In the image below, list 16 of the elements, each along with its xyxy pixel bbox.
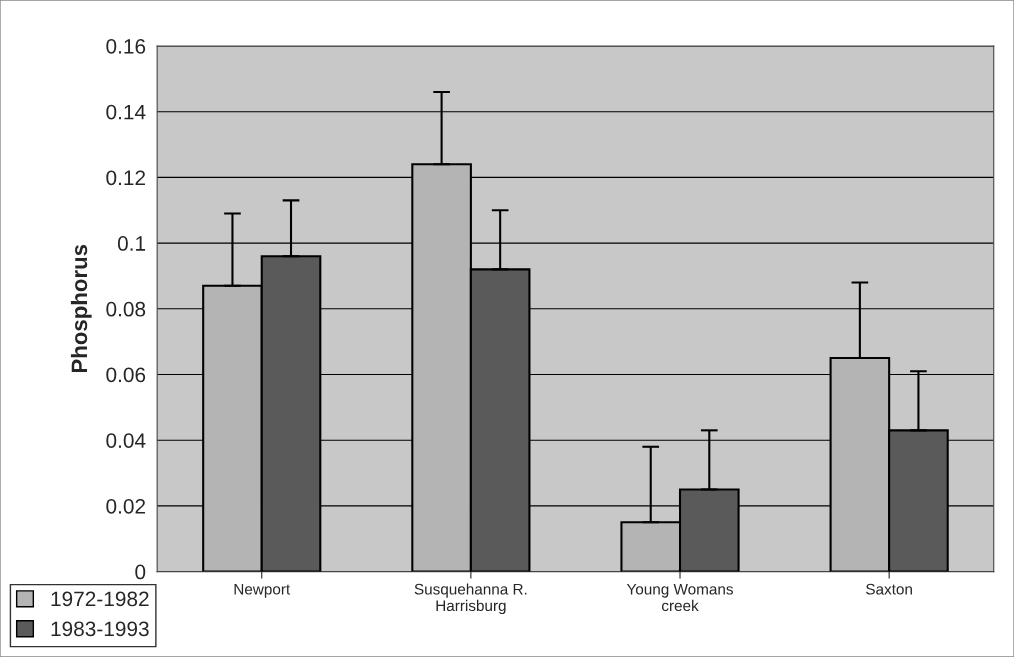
y-tick-label: 0.02: [106, 498, 146, 514]
x-tick-label: Newport: [234, 583, 291, 598]
y-axis-title: Phosphorus: [70, 244, 92, 373]
y-tick-label: 0.16: [106, 38, 146, 54]
y-tick-label: 0.08: [106, 301, 146, 317]
y-tick-label: 0.1: [117, 236, 146, 251]
legend-label: 1983-1993: [51, 621, 149, 637]
x-tick-label: Susquehanna R. Harrisburg: [414, 583, 527, 615]
y-tick-label: 0.06: [106, 367, 146, 383]
y-tick-label: 0: [135, 564, 146, 580]
y-tick-label: 0.12: [106, 170, 146, 186]
legend-label: 1972-1982: [51, 591, 149, 607]
x-tick-label: Young Womans creek: [626, 583, 733, 612]
y-tick-label: 0.04: [106, 433, 146, 448]
y-tick-label: 0.14: [106, 104, 146, 120]
x-tick-label: Saxton: [866, 583, 912, 595]
